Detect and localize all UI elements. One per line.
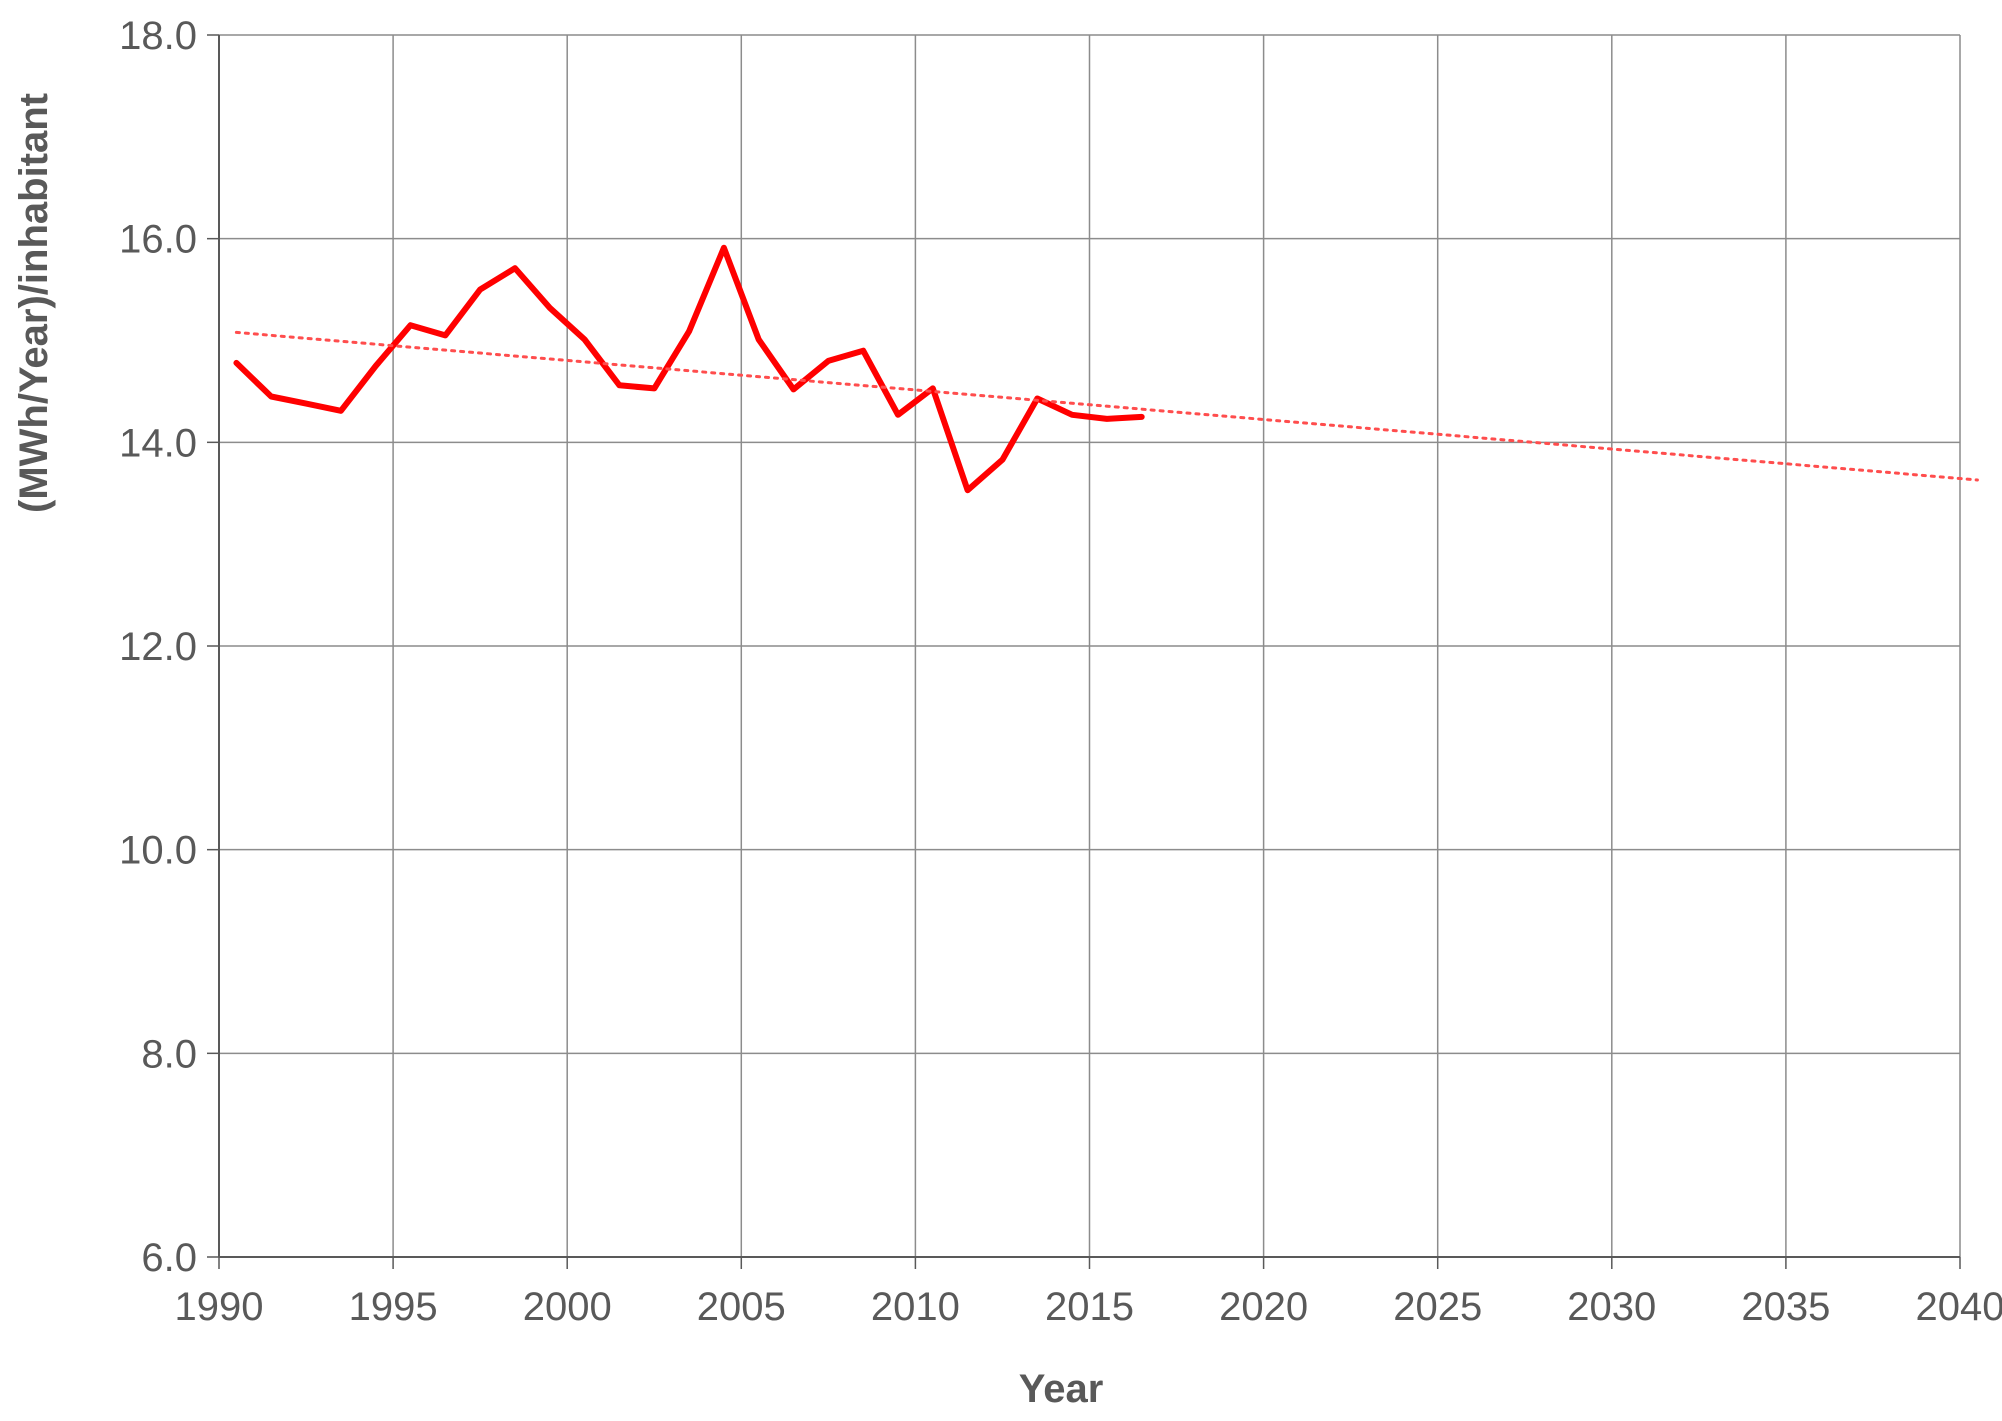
x-tick-label: 2025 — [1393, 1285, 1482, 1329]
y-tick-label: 18.0 — [119, 14, 197, 58]
x-axis-title: Year — [1019, 1367, 1104, 1411]
x-tick-label: 2035 — [1741, 1285, 1830, 1329]
x-tick-label: 2015 — [1045, 1285, 1134, 1329]
y-tick-label: 8.0 — [141, 1032, 197, 1076]
x-tick-label: 1995 — [349, 1285, 438, 1329]
y-axis-title: (MWh/Year)/inhabitant — [12, 93, 56, 513]
trendline — [234, 330, 1979, 482]
grid-lines — [218, 34, 1961, 1258]
x-tick-label: 2005 — [697, 1285, 786, 1329]
y-tick-label: 12.0 — [119, 625, 197, 669]
x-tick-label: 1990 — [175, 1285, 264, 1329]
y-tick-label: 6.0 — [141, 1236, 197, 1280]
y-tick-label: 14.0 — [119, 421, 197, 465]
y-tick-label: 16.0 — [119, 218, 197, 262]
y-tick-labels: 6.0 8.0 10.0 12.0 14.0 16.0 18.0 — [119, 14, 197, 1280]
series-layer — [233, 244, 1979, 494]
x-tick-label: 2020 — [1219, 1285, 1308, 1329]
x-tick-label: 2040 — [1916, 1285, 2002, 1329]
axes — [207, 34, 1961, 1269]
data-series-line — [233, 244, 1145, 494]
x-tick-label: 2030 — [1567, 1285, 1656, 1329]
x-tick-labels: 1990 1995 2000 2005 2010 2015 2020 2025 2030 2035… — [175, 1285, 2002, 1329]
y-tick-label: 10.0 — [119, 829, 197, 873]
x-tick-label: 2010 — [871, 1285, 960, 1329]
x-tick-label: 2000 — [523, 1285, 612, 1329]
